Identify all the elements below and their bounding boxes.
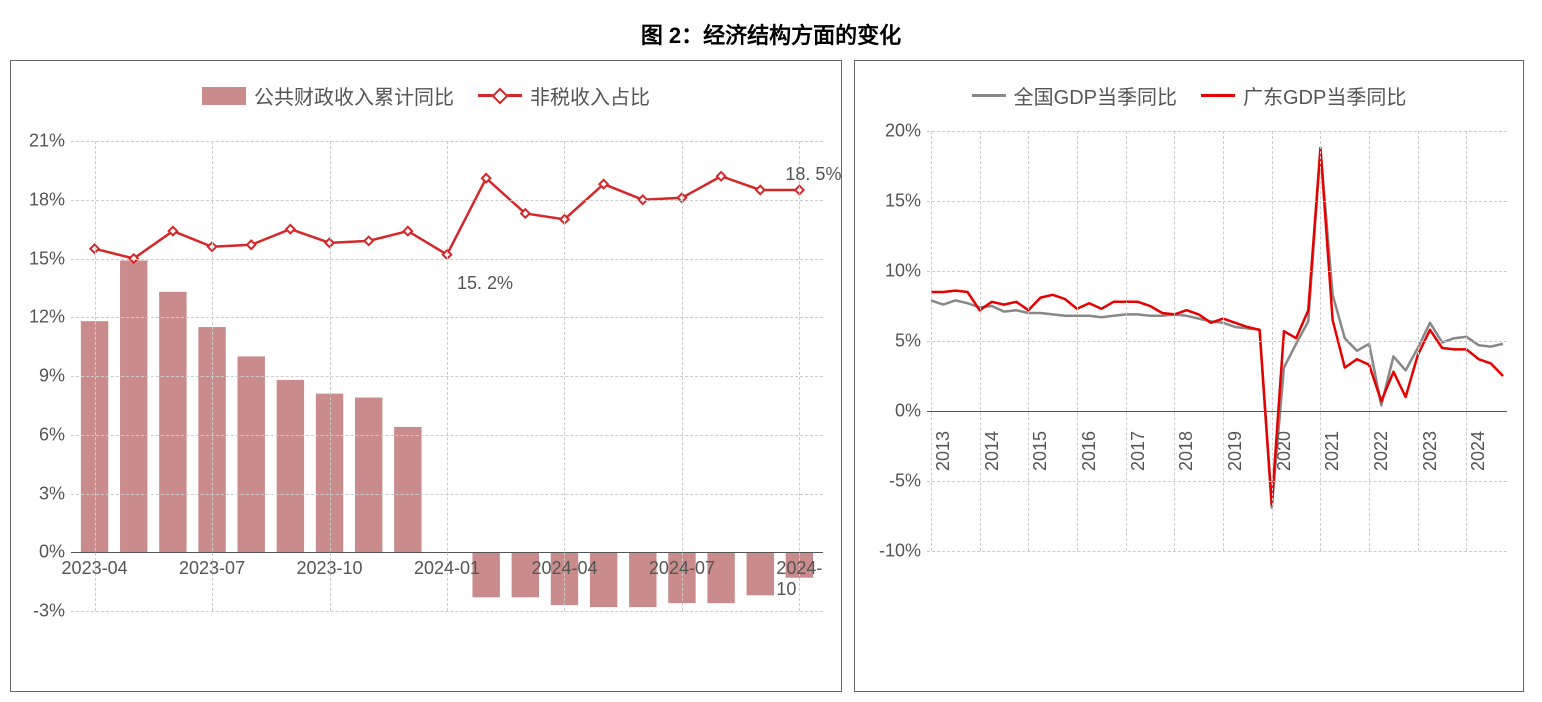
gridline-v [1028, 131, 1029, 551]
gridline-v [95, 141, 96, 611]
gridline-v [1272, 131, 1273, 551]
legend-bar-swatch [202, 87, 246, 105]
x-tick-label: 2013 [933, 431, 954, 471]
figure-container: 图 2：经济结构方面的变化 公共财政收入累计同比 非税收入占比 -3% [10, 18, 1532, 692]
x-tick-label: 2024-07 [649, 558, 715, 579]
legend-item-series1: 全国GDP当季同比 [972, 81, 1177, 110]
legend-item-series2: 广东GDP当季同比 [1201, 81, 1406, 110]
gridline-h [927, 131, 1507, 132]
line-marker [286, 225, 294, 233]
x-tick-label: 2021 [1322, 431, 1343, 471]
gridline-h [927, 201, 1507, 202]
y-tick-label: 0% [863, 401, 921, 422]
y-tick-label: -3% [17, 601, 65, 622]
y-tick-label: -5% [863, 471, 921, 492]
y-tick-label: 3% [17, 483, 65, 504]
gridline-v [1126, 131, 1127, 551]
legend-item-line: 非税收入占比 [478, 81, 650, 110]
x-tick-label: 2018 [1176, 431, 1197, 471]
data-annotation: 15. 2% [457, 273, 513, 294]
left-plot-area: -3%0%3%6%9%12%15%18%21%2023-042023-07202… [71, 141, 823, 651]
x-tick-label: 2023-07 [179, 558, 245, 579]
gridline-v [1369, 131, 1370, 551]
gridline-h [927, 341, 1507, 342]
gridline-v [330, 141, 331, 611]
y-tick-label: 5% [863, 331, 921, 352]
y-tick-label: 20% [863, 121, 921, 142]
bar [159, 292, 186, 552]
bar [238, 356, 265, 552]
bar [394, 427, 421, 552]
gridline-h [927, 551, 1507, 552]
gridline-v [564, 141, 565, 611]
y-tick-label: 21% [17, 131, 65, 152]
left-panel: 公共财政收入累计同比 非税收入占比 -3%0%3%6%9%12%15%18%21… [10, 60, 842, 692]
gridline-v [1418, 131, 1419, 551]
gridline-h [927, 481, 1507, 482]
gridline-v [1320, 131, 1321, 551]
bar [747, 552, 774, 595]
x-tick-label: 2024 [1468, 431, 1489, 471]
legend-line-swatch [478, 87, 522, 105]
y-tick-label: 12% [17, 307, 65, 328]
bar [355, 398, 382, 553]
x-tick-label: 2017 [1128, 431, 1149, 471]
x-tick-label: 2023-04 [62, 558, 128, 579]
y-tick-label: 0% [17, 542, 65, 563]
gridline-v [799, 141, 800, 611]
x-tick-label: 2022 [1371, 431, 1392, 471]
y-tick-label: 9% [17, 366, 65, 387]
figure-title: 图 2：经济结构方面的变化 [10, 18, 1532, 50]
legend-line1-swatch [972, 94, 1006, 97]
x-tick-label: 2019 [1225, 431, 1246, 471]
legend-series1-label: 全国GDP当季同比 [1014, 81, 1177, 110]
legend-line2-swatch [1201, 94, 1235, 97]
y-tick-label: -10% [863, 541, 921, 562]
right-legend: 全国GDP当季同比 广东GDP当季同比 [855, 61, 1523, 120]
gridline-h [927, 411, 1507, 412]
x-tick-label: 2020 [1274, 431, 1295, 471]
line-marker [364, 237, 372, 245]
y-tick-label: 10% [863, 261, 921, 282]
x-tick-label: 2015 [1030, 431, 1051, 471]
x-tick-label: 2023-10 [296, 558, 362, 579]
x-tick-label: 2024-01 [414, 558, 480, 579]
bar [277, 380, 304, 552]
gridline-h [71, 611, 823, 612]
x-tick-label: 2016 [1079, 431, 1100, 471]
gridline-v [980, 131, 981, 551]
legend-bar-label: 公共财政收入累计同比 [254, 81, 454, 110]
y-tick-label: 6% [17, 424, 65, 445]
legend-item-bar: 公共财政收入累计同比 [202, 81, 454, 110]
x-tick-label: 2014 [982, 431, 1003, 471]
gridline-v [1077, 131, 1078, 551]
line-marker [247, 241, 255, 249]
gridline-h [927, 271, 1507, 272]
legend-line-label: 非税收入占比 [530, 81, 650, 110]
y-tick-label: 15% [863, 191, 921, 212]
x-tick-label: 2023 [1420, 431, 1441, 471]
line-marker [756, 186, 764, 194]
bar [120, 260, 147, 552]
gridline-v [931, 131, 932, 551]
x-tick-label: 2024-10 [776, 558, 822, 600]
x-tick-label: 2024-04 [531, 558, 597, 579]
gridline-v [682, 141, 683, 611]
left-legend: 公共财政收入累计同比 非税收入占比 [11, 61, 841, 120]
right-plot-area: -10%-5%0%5%10%15%20%20132014201520162017… [927, 131, 1507, 551]
gridline-v [212, 141, 213, 611]
gridline-v [1174, 131, 1175, 551]
right-panel: 全国GDP当季同比 广东GDP当季同比 -10% -5% 0% 5% 10% 15% 20%… [854, 60, 1524, 692]
data-annotation: 18. 5% [785, 164, 841, 185]
y-tick-label: 15% [17, 248, 65, 269]
gridline-v [447, 141, 448, 611]
gridline-v [1466, 131, 1467, 551]
legend-series2-label: 广东GDP当季同比 [1243, 81, 1406, 110]
y-tick-label: 18% [17, 189, 65, 210]
panels-row: 公共财政收入累计同比 非税收入占比 -3%0%3%6%9%12%15%18%21… [10, 60, 1532, 692]
gridline-v [1223, 131, 1224, 551]
